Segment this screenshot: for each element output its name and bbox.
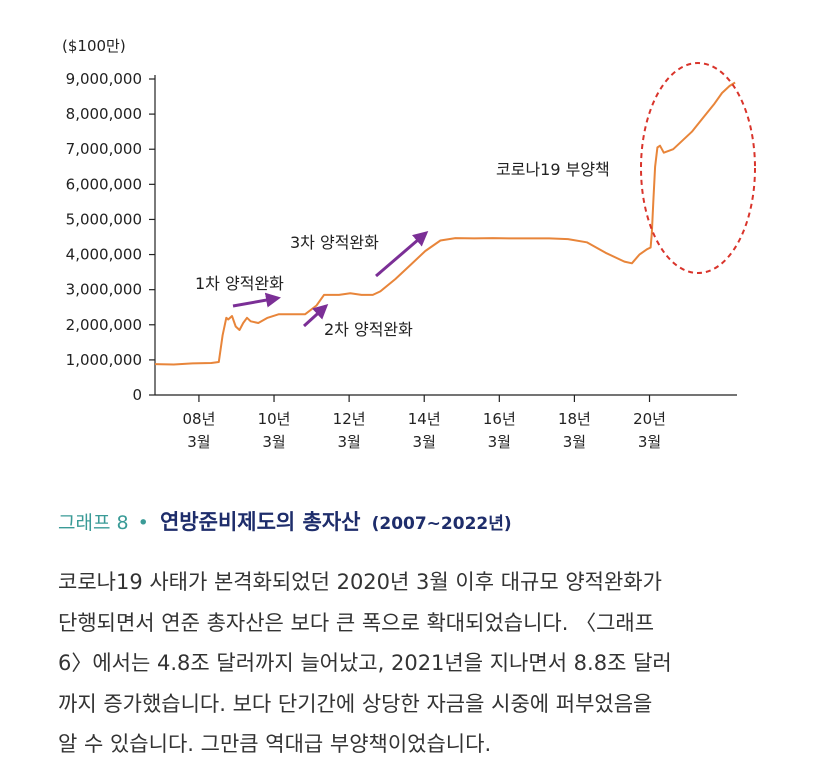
y-tick-label: 3,000,000 [66, 281, 142, 299]
paragraph-line: 코로나19 사태가 본격화되었던 2020년 3월 이후 대규모 양적완화가 [58, 570, 662, 594]
qe3-arrow [375, 231, 429, 278]
series-layer [154, 81, 736, 366]
y-tick-label: 8,000,000 [66, 105, 142, 123]
y-tick-label: 9,000,000 [66, 70, 142, 88]
fed-assets-chart: ($100만) 0 1,000,000 2,000,000 3,000,000 4,00… [62, 37, 756, 451]
y-tick-label: 6,000,000 [66, 175, 142, 193]
y-tick-label: 5,000,000 [66, 210, 142, 228]
caption-range: (2007~2022년) [371, 514, 512, 534]
x-tick-label-year: 16년 [483, 410, 516, 428]
y-axis: 0 1,000,000 2,000,000 3,000,000 4,000,000 5,0… [66, 70, 156, 404]
total-assets-line [154, 81, 736, 366]
qe3-label: 3차 양적완화 [290, 233, 379, 252]
y-tick-label: 2,000,000 [66, 316, 142, 334]
x-tick-label-year: 12년 [333, 410, 366, 428]
y-tick-label: 4,000,000 [66, 246, 142, 264]
x-tick-label-month: 3월 [187, 433, 210, 451]
x-tick-label-year: 20년 [633, 410, 666, 428]
y-unit-label: ($100만) [62, 37, 126, 55]
x-tick-label-year: 08년 [182, 410, 215, 428]
body-paragraph: 코로나19 사태가 본격화되었던 2020년 3월 이후 대규모 양적완화가 단… [58, 562, 778, 765]
qe1-arrow [232, 292, 281, 308]
y-tick-label: 0 [132, 386, 142, 404]
y-tick-label: 7,000,000 [66, 140, 142, 158]
x-tick-label-month: 3월 [638, 433, 661, 451]
caption-separator: • [137, 512, 149, 534]
x-tick-label-month: 3월 [262, 433, 285, 451]
paragraph-line: 알 수 있습니다. 그만큼 역대급 부양책이었습니다. [58, 732, 492, 756]
y-tick-label: 1,000,000 [66, 351, 142, 369]
x-tick-label-year: 14년 [408, 410, 441, 428]
paragraph-line: 까지 증가했습니다. 보다 단기간에 상당한 자금을 시중에 퍼부었음을 [58, 691, 653, 716]
paragraph-line: 단행되면서 연준 총자산은 보다 큰 폭으로 확대되었습니다. 〈그래프 [58, 610, 655, 635]
x-tick-label-year: 18년 [558, 410, 591, 428]
x-axis: 08년 3월 10년 3월 12년 3월 14년 3월 16년 3월 18년 3월 20년 3월 [155, 394, 737, 451]
paragraph-line: 6〉에서는 4.8조 달러까지 늘어났고, 2021년을 지나면서 8.8조 달… [58, 651, 672, 675]
qe2-arrow [302, 303, 329, 328]
caption-title: 연방준비제도의 총자산 [159, 510, 361, 534]
x-tick-label-month: 3월 [337, 433, 360, 451]
x-tick-label-year: 10년 [258, 410, 291, 428]
x-tick-label-month: 3월 [488, 433, 511, 451]
covid-label: 코로나19 부양책 [496, 160, 610, 179]
qe1-label: 1차 양적완화 [195, 274, 284, 293]
qe2-label: 2차 양적완화 [324, 320, 413, 339]
x-tick-label-month: 3월 [563, 433, 586, 451]
caption-label: 그래프 8 [58, 512, 129, 534]
x-tick-label-month: 3월 [413, 433, 436, 451]
covid-highlight-ellipse [640, 62, 756, 274]
figure-caption: 그래프 8 • 연방준비제도의 총자산 (2007~2022년) [58, 506, 512, 536]
